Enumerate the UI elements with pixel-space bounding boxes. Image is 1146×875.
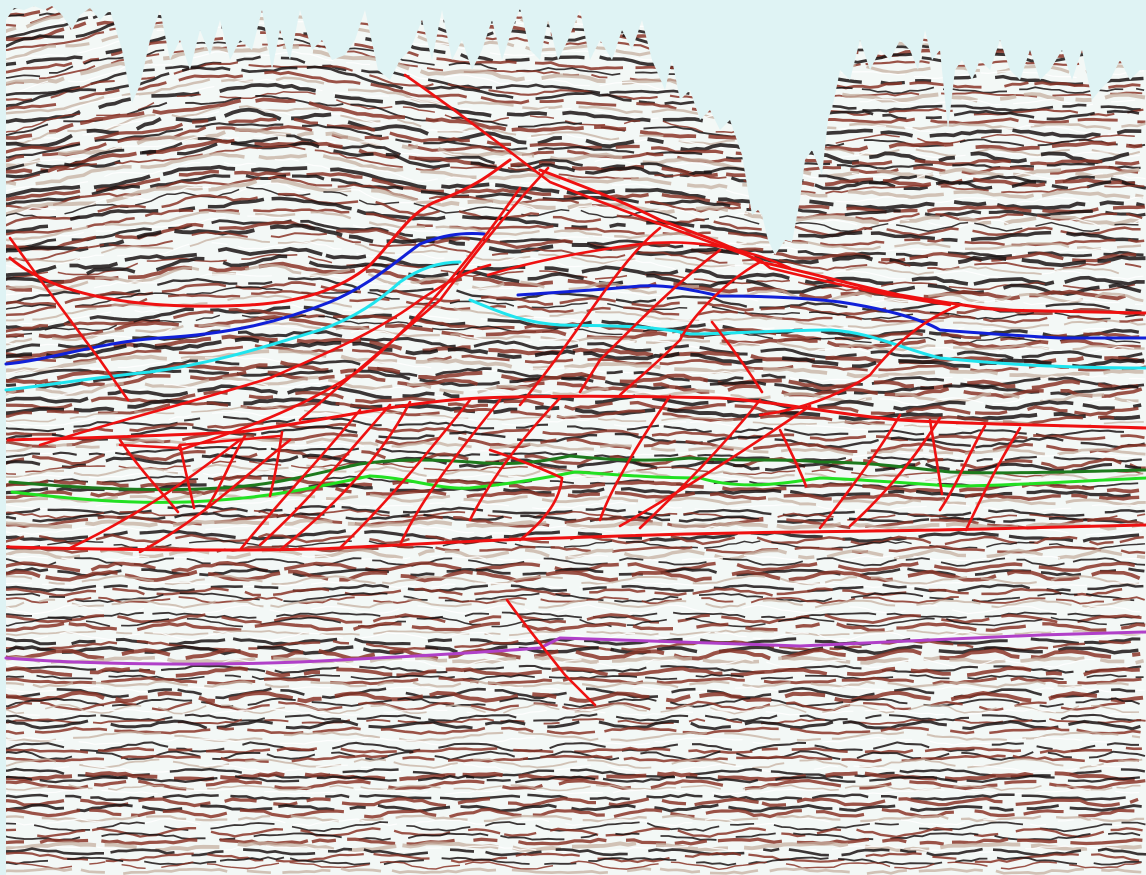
seismic-reflector — [6, 676, 1142, 686]
seismic-reflector — [6, 321, 1145, 352]
seismic-reflector — [6, 746, 1142, 755]
seismic-reflector — [6, 788, 1140, 795]
fault-line — [398, 398, 502, 547]
fault-line — [938, 424, 987, 512]
seismic-reflector — [6, 703, 1140, 715]
seismic-reflector — [6, 491, 1146, 507]
seismic-reflector — [6, 518, 1141, 531]
fault-line — [618, 404, 812, 528]
seismic-reflector — [6, 82, 1142, 139]
fault-line — [338, 398, 472, 550]
seismic-reflector — [6, 856, 1142, 867]
seismic-reflector — [6, 841, 1142, 853]
fault-line — [505, 598, 597, 707]
horizon-blue — [4, 232, 486, 366]
horizon-blue-right — [516, 284, 1146, 340]
seismic-reflector — [6, 329, 1143, 361]
fault-line — [818, 413, 902, 530]
fault-line — [964, 426, 1022, 532]
seismic-reflector — [6, 726, 1141, 735]
seismic-reflector — [6, 774, 1141, 784]
horizon-cyan — [4, 260, 462, 392]
seismic-reflector — [6, 847, 1146, 857]
seismic-reflector — [6, 832, 1141, 842]
seismic-reflector — [6, 719, 1141, 731]
seismic-reflector — [6, 621, 1146, 633]
seismic-reflector — [6, 736, 1138, 746]
seismic-reflector — [6, 122, 1141, 170]
fault-line — [928, 418, 944, 496]
horizon-green — [10, 470, 1146, 504]
seismic-reflector — [6, 108, 1140, 159]
fault-line — [238, 408, 362, 552]
seismic-reflector — [6, 263, 1144, 304]
fault-line — [68, 438, 242, 550]
fault-line — [403, 73, 952, 307]
seismic-reflector — [6, 178, 1139, 227]
seismic-reflector — [6, 666, 1140, 678]
fault-line — [638, 398, 762, 530]
interpretation-overlay — [4, 73, 1146, 707]
fault-line — [118, 438, 180, 514]
seismic-reflector — [6, 359, 1145, 389]
seismic-reflector — [6, 604, 1141, 615]
seismic-reflector — [6, 369, 1139, 396]
horizon-red-middle — [6, 394, 1146, 442]
fault-line — [488, 448, 564, 480]
seismic-reflector — [6, 360, 1139, 391]
seismic-reflector — [6, 803, 1142, 813]
seismic-reflector — [6, 817, 1139, 827]
fault-line — [258, 403, 392, 547]
seismic-reflector — [6, 644, 1139, 656]
fault-line — [203, 434, 247, 512]
fault-line — [710, 320, 764, 394]
fault-line — [518, 476, 564, 542]
seismic-reflector — [6, 583, 1144, 593]
seismic-reflector — [6, 164, 1145, 211]
seismic-reflector — [6, 860, 1142, 871]
seismic-reflector — [6, 596, 1145, 605]
fault-line — [8, 236, 130, 402]
seismic-reflector — [6, 397, 1141, 422]
fault-line — [138, 438, 292, 554]
fault-line — [578, 248, 722, 394]
fault-line — [618, 260, 762, 397]
seismic-reflector — [6, 337, 1145, 369]
seismic-reflector — [6, 758, 1143, 770]
fault-line — [758, 303, 962, 417]
seismic-reflector — [6, 779, 1146, 791]
fault-line — [848, 416, 942, 528]
fault-line — [268, 430, 284, 498]
fault-line — [518, 226, 662, 407]
seismic-reflector — [6, 867, 1142, 875]
fault-line — [38, 263, 492, 447]
seismic-reflector — [6, 554, 1141, 562]
horizon-red-shallow — [8, 158, 512, 308]
horizon-red-base — [6, 523, 1146, 552]
fault-line — [486, 241, 792, 277]
horizon-purple — [4, 630, 1146, 666]
horizon-cyan-right — [468, 298, 1146, 370]
fault-line — [468, 396, 562, 522]
fault-line — [118, 434, 282, 450]
fault-lines — [8, 73, 1022, 707]
fault-line — [598, 394, 672, 522]
fault-line — [298, 166, 550, 422]
fault-line — [178, 186, 522, 452]
fault-line — [778, 428, 808, 488]
fault-line — [278, 400, 412, 552]
seismic-reflector — [6, 673, 1144, 681]
